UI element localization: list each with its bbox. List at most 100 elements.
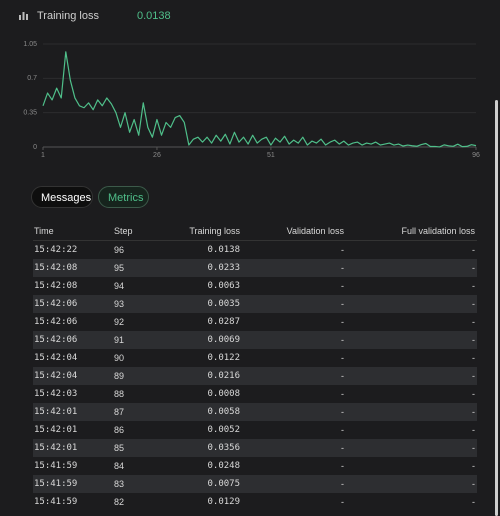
table-cell: 0.0122 xyxy=(207,353,240,363)
table-cell: 15:42:03 xyxy=(34,389,78,399)
table-cell: 0.0075 xyxy=(207,479,240,489)
y-tick-label: 0.35 xyxy=(23,110,37,117)
table-cell: 15:42:06 xyxy=(34,335,78,345)
column-header: Step xyxy=(114,226,133,236)
table-row: 15:41:59 84 0.0248 - - xyxy=(33,457,477,475)
table-row: 15:41:59 82 0.0129 - - xyxy=(33,493,477,511)
table-cell: - xyxy=(341,263,344,273)
table-row: 15:42:01 87 0.0058 - - xyxy=(33,403,477,421)
column-header: Validation loss xyxy=(286,226,344,236)
metric-title: Training loss xyxy=(37,10,99,22)
table-row: 15:42:04 89 0.0216 - - xyxy=(33,367,477,385)
table-cell: 83 xyxy=(114,479,125,489)
table-cell: - xyxy=(472,479,475,489)
tab-active[interactable]: Metrics xyxy=(98,186,149,208)
table-cell: 15:42:01 xyxy=(34,425,78,435)
table-cell: 87 xyxy=(114,407,125,417)
table-cell: 15:42:22 xyxy=(34,245,78,255)
table-cell: - xyxy=(341,317,344,327)
table-cell: 15:42:04 xyxy=(34,371,78,381)
table-cell: - xyxy=(472,407,475,417)
table-cell: - xyxy=(341,479,344,489)
table-cell: 88 xyxy=(114,389,125,399)
table-cell: - xyxy=(472,317,475,327)
table-cell: - xyxy=(341,497,344,507)
table-cell: 15:42:08 xyxy=(34,281,78,291)
table-cell: - xyxy=(341,335,344,345)
table-cell: 0.0035 xyxy=(207,299,240,309)
table-cell: - xyxy=(341,245,344,255)
column-header: Full validation loss xyxy=(401,226,475,236)
table-cell: - xyxy=(341,281,344,291)
table-cell: - xyxy=(472,245,475,255)
table-cell: - xyxy=(341,425,344,435)
metric-value: 0.0138 xyxy=(137,10,171,22)
loss-line xyxy=(42,51,477,148)
table-row: 15:42:01 85 0.0356 - - xyxy=(33,439,477,457)
table-cell: 0.0233 xyxy=(207,263,240,273)
table-row: 15:42:04 90 0.0122 - - xyxy=(33,349,477,367)
table-cell: 0.0356 xyxy=(207,443,240,453)
table-cell: 89 xyxy=(114,371,125,381)
table-cell: 15:41:59 xyxy=(34,497,78,507)
table-cell: 0.0058 xyxy=(207,407,240,417)
table-cell: - xyxy=(472,335,475,345)
table-cell: 93 xyxy=(114,299,125,309)
table-cell: - xyxy=(341,461,344,471)
table-cell: 96 xyxy=(114,245,125,255)
x-tick-label: 96 xyxy=(472,152,480,159)
column-header: Training loss xyxy=(189,226,240,236)
table-cell: 91 xyxy=(114,335,125,345)
table-cell: - xyxy=(472,353,475,363)
x-tick-label: 26 xyxy=(153,152,161,159)
table-cell: 15:42:06 xyxy=(34,317,78,327)
x-tick-label: 51 xyxy=(267,152,275,159)
table-cell: - xyxy=(341,371,344,381)
table-cell: - xyxy=(341,407,344,417)
table-cell: - xyxy=(472,461,475,471)
table-cell: 0.0287 xyxy=(207,317,240,327)
table-cell: 0.0063 xyxy=(207,281,240,291)
table-cell: 0.0216 xyxy=(207,371,240,381)
table-cell: 15:42:04 xyxy=(34,353,78,363)
table-cell: 82 xyxy=(114,497,125,507)
y-tick-label: 0 xyxy=(33,144,37,151)
table-row: 15:42:22 96 0.0138 - - xyxy=(33,241,477,259)
table-cell: 92 xyxy=(114,317,125,327)
table-row: 15:41:59 83 0.0075 - - xyxy=(33,475,477,493)
table: Time Step Training loss Validation loss Full… xyxy=(33,222,477,511)
table-row: 15:42:06 92 0.0287 - - xyxy=(33,313,477,331)
table-cell: - xyxy=(472,299,475,309)
table-row: 15:42:01 86 0.0052 - - xyxy=(33,421,477,439)
table-row: 15:42:06 91 0.0069 - - xyxy=(33,331,477,349)
table-cell: 84 xyxy=(114,461,125,471)
table-cell: 0.0138 xyxy=(207,245,240,255)
chart: 0 0.35 0.7 1.05 1 26 51 96 xyxy=(23,41,480,159)
table-row: 15:42:08 95 0.0233 - - xyxy=(33,259,477,277)
table-cell: 85 xyxy=(114,443,125,453)
table-cell: 0.0052 xyxy=(207,425,240,435)
y-tick-label: 1.05 xyxy=(23,41,37,48)
table-cell: 15:42:01 xyxy=(34,407,78,417)
table-cell: - xyxy=(341,389,344,399)
table-cell: 15:41:59 xyxy=(34,479,78,489)
tab[interactable]: Messages xyxy=(31,186,93,208)
table-row: 15:42:08 94 0.0063 - - xyxy=(33,277,477,295)
table-cell: 15:42:06 xyxy=(34,299,78,309)
x-tick-label: 1 xyxy=(41,152,45,159)
table-header: Time Step Training loss Validation loss Full… xyxy=(33,222,477,241)
table-cell: - xyxy=(472,443,475,453)
table-cell: 15:42:01 xyxy=(34,443,78,453)
table-cell: 95 xyxy=(114,263,125,273)
table-cell: 0.0069 xyxy=(207,335,240,345)
y-tick-label: 0.7 xyxy=(27,75,37,82)
table-cell: 15:41:59 xyxy=(34,461,78,471)
table-cell: 0.0129 xyxy=(207,497,240,507)
table-cell: - xyxy=(472,281,475,291)
table-cell: 15:42:08 xyxy=(34,263,78,273)
table-row: 15:42:03 88 0.0008 - - xyxy=(33,385,477,403)
column-header: Time xyxy=(34,226,54,236)
table-cell: 90 xyxy=(114,353,125,363)
scrollbar[interactable] xyxy=(495,100,498,516)
